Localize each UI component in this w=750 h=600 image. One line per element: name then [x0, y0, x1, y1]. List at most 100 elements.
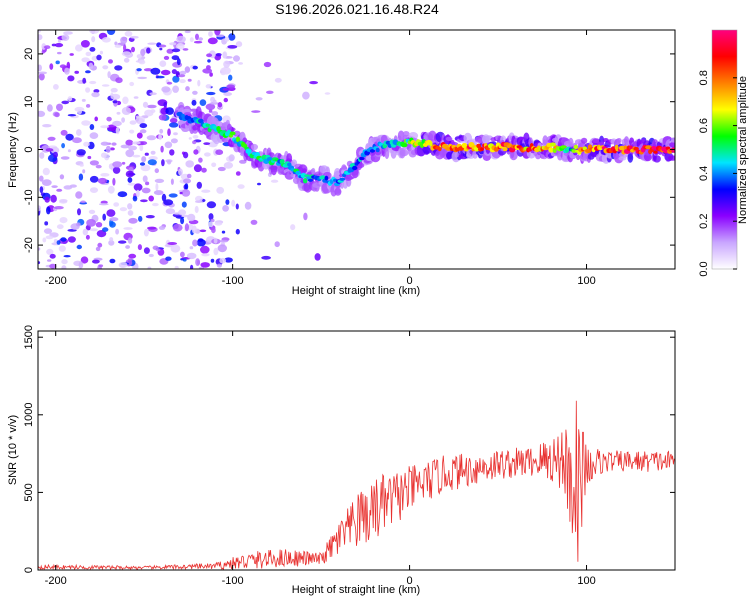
spectrogram-cell — [75, 222, 81, 227]
spectrogram-cell — [114, 44, 122, 48]
spectrogram-cell — [80, 200, 86, 204]
spectrogram-cell — [83, 141, 90, 147]
spectrogram-cell — [91, 36, 96, 43]
tick-label: -20 — [23, 237, 35, 253]
spectrogram-cell — [89, 160, 99, 166]
spectrogram-cell — [548, 147, 554, 153]
spectrogram-cell — [202, 68, 213, 74]
tick-label: 100 — [577, 575, 595, 587]
spectrogram-cell — [189, 246, 194, 250]
spectrogram-cell — [214, 221, 223, 226]
spectrogram-cell — [136, 68, 142, 72]
spectrogram-cell — [461, 142, 468, 149]
spectrogram-cell — [101, 37, 111, 43]
spectrogram-cell — [219, 239, 229, 243]
spectrogram-cell — [132, 154, 141, 158]
spectrogram-cell — [133, 96, 139, 99]
tick-label: 1000 — [23, 403, 35, 427]
spectrogram-cell — [161, 86, 171, 93]
spectrogram-cell — [54, 112, 60, 118]
spectrogram-cell — [123, 57, 130, 63]
spectrogram-cell — [223, 97, 228, 103]
spectrogram-cell — [274, 241, 280, 248]
spectrogram-cell — [138, 141, 148, 146]
tick-label: 500 — [23, 483, 35, 501]
spectrogram-cell — [89, 228, 98, 232]
spectrogram-cell — [88, 62, 94, 70]
spectrogram-cell — [110, 87, 118, 93]
spectrogram-cell — [211, 111, 219, 116]
spectrogram-cell — [89, 124, 95, 130]
spectrogram-cell — [154, 168, 159, 174]
spectrogram-cell — [384, 147, 390, 160]
spectrogram-cell — [199, 229, 207, 233]
spectrogram-cell — [127, 210, 134, 216]
spectrogram-cell — [102, 227, 109, 232]
spectrogram-cell — [89, 47, 96, 52]
tick-label: 10 — [23, 96, 35, 108]
spectrogram-cell — [233, 55, 240, 62]
spectrogram-cell — [50, 146, 60, 154]
spectrogram-cell — [183, 178, 191, 184]
spectrogram-cell — [115, 126, 120, 135]
spectrogram-cell — [670, 137, 675, 143]
spectrogram-cell — [61, 100, 69, 105]
spectrogram-cell — [245, 148, 252, 154]
spectrogram-cell — [130, 35, 139, 39]
spectrogram-cell — [235, 136, 241, 143]
spectrogram-cell — [121, 51, 132, 57]
spectrogram-cell — [580, 137, 588, 144]
spectrogram-cell — [671, 149, 675, 153]
spectrogram-cell — [60, 129, 68, 136]
spectrogram-cell — [153, 190, 164, 196]
spectrogram-cell — [198, 37, 204, 41]
spectrogram-cell — [45, 148, 54, 152]
spectrogram-cell — [653, 150, 658, 154]
spectrogram-cell — [38, 72, 45, 81]
spectrogram-cell — [173, 132, 178, 136]
spectrogram-cell — [169, 122, 179, 128]
spectrogram-cell — [42, 167, 50, 176]
spectrogram-cell — [108, 240, 115, 246]
spectrogram-cell — [167, 160, 172, 165]
spectrogram-cell — [193, 40, 203, 44]
spectrogram-cell — [55, 60, 60, 65]
spectrogram-cell — [136, 132, 143, 139]
spectrogram-cell — [146, 104, 157, 109]
spectrogram-cell — [106, 209, 116, 217]
spectrogram-cell — [187, 213, 196, 222]
spectrogram-cell — [39, 152, 45, 159]
spectrogram-cell — [238, 62, 244, 65]
spectrogram-cell — [47, 104, 53, 112]
spectrogram-cell — [57, 51, 62, 55]
spectrogram-cell — [592, 138, 601, 144]
spectrogram-cell — [127, 237, 133, 244]
spectrogram-cell — [77, 208, 81, 216]
spectrogram-cell — [179, 70, 187, 75]
spectrogram-cell — [143, 228, 149, 237]
spectrogram-cell — [314, 253, 321, 261]
spectrogram-cell — [178, 74, 186, 78]
spectrogram-cell — [112, 177, 116, 186]
spectrogram-cell — [287, 162, 292, 167]
spectrogram-cell — [132, 195, 138, 202]
spectrogram-cell — [165, 256, 172, 261]
spectrogram-cell — [112, 161, 123, 168]
spectrogram-cell — [132, 141, 141, 145]
spectrogram-cell — [195, 195, 203, 202]
spectrogram-cell — [76, 244, 83, 250]
spectrogram-cell — [38, 261, 41, 265]
spectrogram-cell — [219, 257, 227, 264]
spectrogram-cell — [128, 253, 137, 259]
spectrogram-cell — [181, 201, 187, 208]
spectrogram-cell — [80, 256, 89, 264]
tick-label: 0.6 — [698, 118, 710, 133]
spectrogram-cell — [203, 142, 211, 146]
spectrogram-cell — [209, 72, 213, 77]
spectrogram-cell — [159, 60, 167, 67]
spectrogram-cell — [139, 123, 148, 129]
spectrogram-cell — [229, 131, 236, 136]
spectrogram-cell — [302, 91, 310, 100]
spectrogram-cell — [112, 166, 121, 174]
spectrogram-cell — [149, 92, 157, 96]
